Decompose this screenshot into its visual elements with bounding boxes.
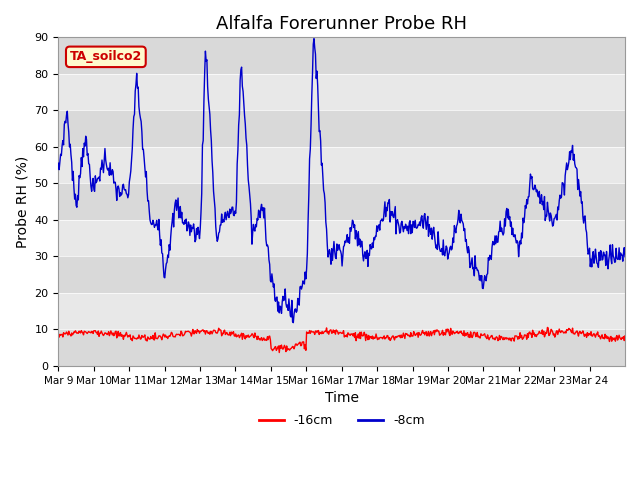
Bar <box>58 110 625 147</box>
Bar <box>58 256 625 293</box>
Title: Alfalfa Forerunner Probe RH: Alfalfa Forerunner Probe RH <box>216 15 467 33</box>
Y-axis label: Probe RH (%): Probe RH (%) <box>15 156 29 248</box>
X-axis label: Time: Time <box>324 391 358 405</box>
Bar <box>58 183 625 220</box>
Bar <box>58 329 625 366</box>
Bar <box>58 37 625 74</box>
Text: TA_soilco2: TA_soilco2 <box>70 50 142 63</box>
Legend: -16cm, -8cm: -16cm, -8cm <box>253 409 429 432</box>
